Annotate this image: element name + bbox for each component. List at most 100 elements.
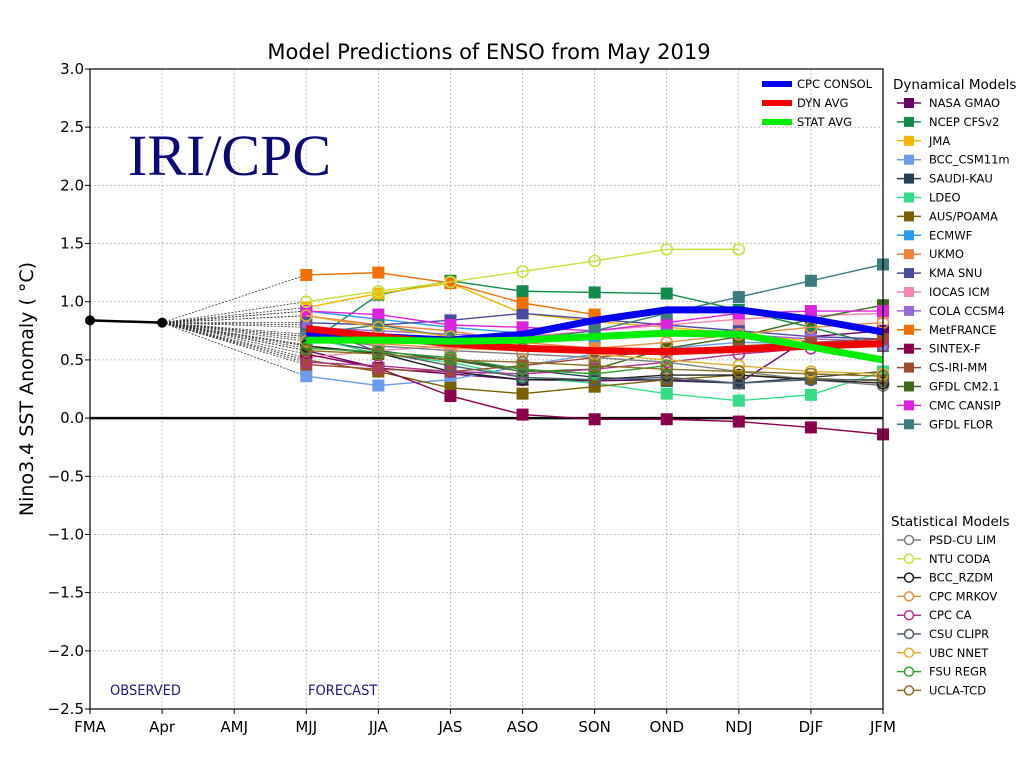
legend-marker [904,343,914,354]
data-point-circle [444,353,457,367]
data-point-square [516,285,529,298]
consensus-legend: CPC CONSOL DYN AVG STAT AVG [762,77,873,129]
legend-marker [904,98,914,108]
legend-marker [904,324,914,335]
x-tick-label: Apr [149,718,176,736]
x-tick-label: JJA [368,718,389,736]
series-line [306,335,884,387]
data-point-square [588,286,601,299]
legend-marker [903,572,915,583]
legend-marker [903,647,915,659]
forecast-fan [161,274,307,377]
legend-marker [903,628,915,640]
legend-marker [904,419,914,430]
x-tick-label: DJF [799,718,824,736]
legend-label: KMA SNU [929,266,982,280]
legend-label: JMA [928,134,950,148]
series-line [306,349,884,377]
legend-marker [904,381,914,392]
y-tick-label: 2.5 [60,118,84,136]
x-tick-label: ASO [507,718,539,736]
x-tick-label: OND [649,718,684,736]
legend-marker [904,116,914,127]
legend-marker [904,192,914,203]
data-point-square [372,379,385,392]
y-tick-label: 2.0 [60,176,84,194]
legend-marker [903,534,915,546]
legend-label: FSU REGR [929,665,987,679]
data-point-square [516,296,529,309]
forecast-fan-line [162,322,307,328]
data-point-circle [372,347,385,361]
x-tick-label: MJJ [295,718,317,736]
data-point-circle [516,371,529,384]
data-point-circle [660,359,674,373]
legend-marker [904,154,914,165]
observed-point [157,317,168,328]
data-point-square [588,413,601,426]
data-point-square [660,413,673,426]
legend-label: CMC CANSIP [929,398,1001,412]
series-ucla-tcd [299,344,890,383]
forecast-fan-line [161,322,307,363]
series-line [306,347,667,375]
x-tick-label: JAS [437,718,462,736]
y-tick-label: 0.0 [60,409,84,427]
data-point-circle [299,309,313,322]
y-tick-label: −2.0 [48,642,84,660]
legend-marker [903,609,915,621]
legend-marker [903,591,915,602]
data-point-square [660,287,673,300]
data-point-square [516,387,529,400]
forecast-fan-line [161,322,307,358]
forecast-fan-line [162,322,307,335]
data-point-square [516,307,529,320]
data-point-square [804,421,817,434]
legend-marker [904,287,914,297]
legend-marker [903,666,915,677]
data-point-square [804,305,817,318]
y-tick-label: −1.0 [48,525,84,543]
legend-title: Statistical Models [891,514,1010,530]
legend-label: MetFRANCE [929,323,996,337]
legend-marker [904,173,914,184]
y-tick-label: 0.5 [60,351,84,369]
y-tick-label: −2.5 [48,700,84,718]
legend-marker [904,211,914,222]
legend-label: NTU CODA [929,552,990,566]
data-point-square [372,266,385,279]
statistical-legend: Statistical Models PSD-CU LIM NTU CODA BCC_… [891,514,1010,697]
legend-label: CS-IRI-MM [929,361,987,375]
data-point-circle [444,275,457,289]
data-point-circle [516,355,529,369]
data-point-circle [372,321,385,334]
series-stat-avg [306,329,884,364]
data-point-circle [732,368,746,382]
legend-label: CPC CA [929,608,972,622]
legend-label: NCEP CFSv2 [929,115,999,129]
plot-frame [89,68,884,710]
data-point-circle [588,254,601,268]
legend-title: Dynamical Models [893,77,1016,93]
legend-label: LDEO [929,191,961,205]
data-point-circle [299,344,313,357]
legend-label: IOCAS ICM [929,285,990,299]
legend-label: SINTEX-F [929,342,981,356]
data-point-square [300,370,313,383]
legend-marker [904,400,914,411]
data-point-square [516,408,529,421]
data-point-circle [588,367,601,381]
legend-marker [904,249,914,260]
legend-marker [903,685,915,696]
data-point-square [732,291,745,304]
legend-label: ECMWF [929,228,972,242]
legend-marker [904,362,914,373]
data-point-square [732,415,745,428]
data-point-circle [299,295,313,309]
y-tick-label: 1.5 [60,235,84,253]
forecast-fan-line [162,322,307,326]
legend-label: SAUDI-KAU [929,172,993,186]
forecast-fan-line [162,322,307,340]
data-point-circle [732,243,746,256]
x-tick-label: JFM [869,718,896,736]
